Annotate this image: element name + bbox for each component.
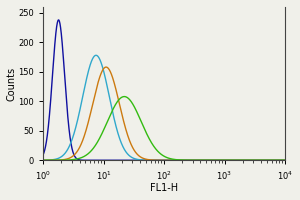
X-axis label: FL1-H: FL1-H [150, 183, 178, 193]
Y-axis label: Counts: Counts [7, 67, 17, 101]
